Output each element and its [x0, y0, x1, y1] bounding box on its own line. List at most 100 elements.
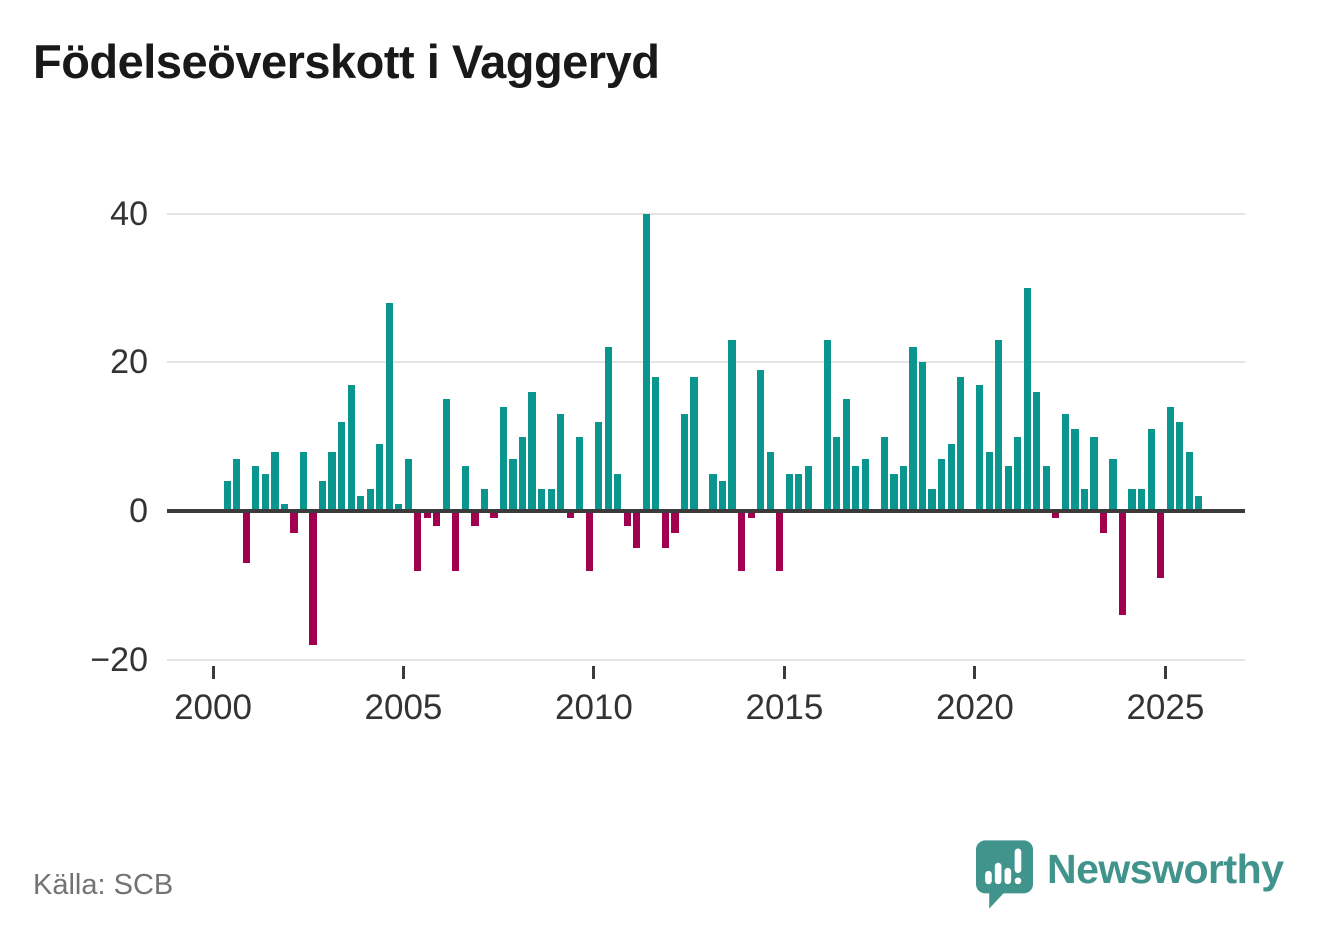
bar-positive	[899, 466, 908, 511]
bar-positive	[833, 436, 841, 511]
bar-positive	[1042, 466, 1050, 511]
bar-positive	[233, 458, 241, 511]
bar-positive	[404, 458, 412, 511]
bar-positive	[785, 473, 793, 511]
bar-negative	[471, 511, 479, 526]
bar-negative	[290, 511, 298, 534]
bar-negative	[490, 511, 498, 519]
bar-positive	[709, 473, 717, 511]
bar-positive	[890, 473, 898, 511]
bar-positive	[576, 436, 584, 511]
bar-negative	[671, 511, 679, 534]
gridline-y-20	[167, 658, 1245, 661]
bar-positive	[299, 451, 308, 511]
bar-positive	[861, 458, 869, 511]
x-axis-tick-mark	[1163, 666, 1167, 679]
bar-negative	[242, 511, 250, 564]
bar-positive	[595, 421, 603, 511]
bar-positive	[1185, 451, 1193, 511]
bar-positive	[357, 496, 365, 511]
bar-positive	[757, 369, 765, 511]
bar-negative	[623, 511, 631, 526]
x-axis-tick-mark	[592, 666, 596, 679]
bar-negative	[433, 511, 441, 526]
x-axis-tick-label: 2000	[174, 688, 252, 727]
bar-negative	[309, 511, 317, 645]
gridline-y40	[167, 212, 1245, 215]
bar-positive	[642, 213, 650, 511]
bar-positive	[461, 466, 469, 511]
bar-negative	[776, 511, 784, 571]
bar-positive	[528, 392, 536, 511]
x-axis-tick-label: 2020	[935, 688, 1014, 727]
bar-positive	[318, 481, 327, 511]
bar-positive	[909, 347, 917, 511]
bar-negative	[1157, 511, 1165, 578]
y-axis-tick-label: 40	[110, 194, 148, 233]
bar-positive	[957, 377, 965, 511]
bar-positive	[1176, 421, 1184, 511]
bar-positive	[880, 436, 889, 511]
bar-positive	[271, 451, 279, 511]
x-axis-tick-label: 2025	[1126, 688, 1205, 727]
bar-negative	[747, 511, 755, 519]
bar-negative	[1052, 511, 1060, 519]
chart-title: Födelseöverskott i Vaggeryd	[33, 35, 660, 88]
bar-negative	[661, 511, 669, 549]
bar-positive	[995, 339, 1003, 511]
bar-positive	[499, 406, 508, 511]
bar-positive	[1080, 488, 1089, 511]
bar-positive	[261, 473, 269, 511]
bar-positive	[1004, 466, 1012, 511]
bar-negative	[585, 511, 593, 571]
bar-positive	[1138, 488, 1146, 511]
x-axis-tick-label: 2010	[555, 688, 633, 727]
bar-positive	[547, 488, 555, 511]
y-axis-tick-label: −20	[90, 640, 148, 679]
bar-positive	[1090, 436, 1098, 511]
bar-positive	[1023, 287, 1031, 511]
bar-positive	[1147, 429, 1155, 511]
bar-positive	[766, 451, 774, 511]
bar-negative	[1118, 511, 1127, 616]
bar-positive	[823, 339, 831, 511]
x-axis-tick-label: 2005	[364, 688, 443, 727]
bar-positive	[614, 473, 622, 511]
bar-positive	[1071, 429, 1079, 511]
bar-positive	[652, 377, 660, 511]
bar-negative	[452, 511, 460, 571]
bar-negative	[414, 511, 422, 571]
bar-positive	[1014, 436, 1022, 511]
bar-positive	[509, 458, 517, 511]
x-axis-zero-line	[167, 509, 1245, 513]
bar-positive	[842, 399, 850, 511]
bar-positive	[976, 384, 984, 511]
bar-negative	[633, 511, 641, 549]
bar-positive	[795, 473, 803, 511]
bar-positive	[928, 488, 936, 511]
x-axis-tick-mark	[973, 666, 977, 679]
bar-positive	[1128, 488, 1136, 511]
bar-positive	[1033, 392, 1041, 511]
newsworthy-logo-icon	[976, 840, 1033, 909]
source-note: Källa: SCB	[33, 869, 174, 901]
bar-positive	[442, 399, 450, 511]
bar-positive	[1166, 406, 1174, 511]
bar-positive	[1109, 458, 1117, 511]
y-axis-tick-label: 20	[110, 343, 148, 382]
bar-negative	[423, 511, 431, 519]
bar-positive	[480, 488, 489, 511]
bar-positive	[718, 481, 727, 511]
bar-positive	[852, 466, 860, 511]
bar-positive	[518, 436, 527, 511]
x-axis-tick-label: 2015	[745, 688, 824, 727]
bar-positive	[604, 347, 612, 511]
x-axis-tick-mark	[782, 666, 786, 679]
bar-positive	[385, 302, 393, 511]
newsworthy-wordmark: Newsworthy	[1047, 846, 1284, 892]
bar-positive	[938, 458, 946, 511]
bar-positive	[328, 451, 336, 511]
bar-positive	[223, 481, 231, 511]
